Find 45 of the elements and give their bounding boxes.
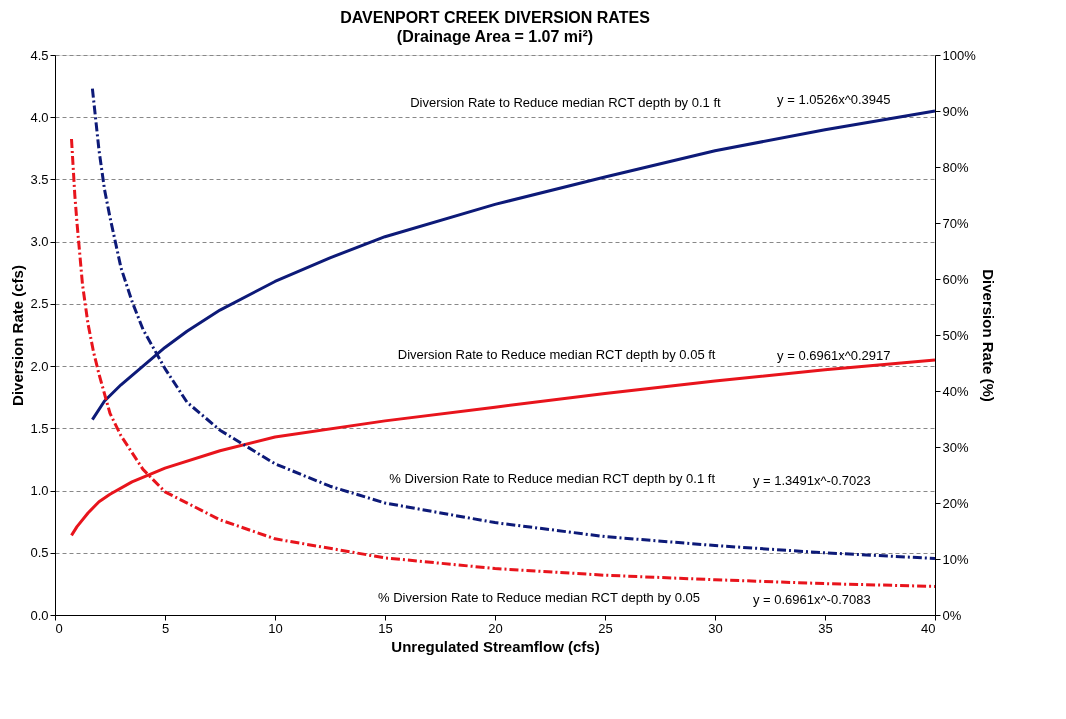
y2-tick-label: 70% bbox=[942, 215, 969, 231]
y2-tick-label: 60% bbox=[942, 271, 969, 287]
y2-tick-label: 90% bbox=[942, 103, 969, 119]
y-axis-title: Diversion Rate (cfs) bbox=[9, 265, 27, 406]
annotation: % Diversion Rate to Reduce median RCT depth by 0.1 ft bbox=[389, 470, 716, 486]
y2-tick-label: 40% bbox=[942, 383, 969, 399]
y-tick-label: 2.5 bbox=[30, 296, 49, 312]
x-tick-label: 40 bbox=[921, 620, 936, 636]
y-tick-label: 3.5 bbox=[30, 171, 49, 187]
chart-subtitle: (Drainage Area = 1.07 mi²) bbox=[396, 28, 594, 45]
x-tick-label: 20 bbox=[488, 620, 503, 636]
y-tick-label: 4.0 bbox=[30, 109, 49, 125]
y-tick-label: 0.0 bbox=[30, 607, 49, 623]
x-tick-label: 10 bbox=[268, 620, 283, 636]
y-tick-label: 0.5 bbox=[30, 545, 49, 561]
x-tick-label: 30 bbox=[708, 620, 723, 636]
y-tick-label: 4.5 bbox=[30, 47, 49, 63]
x-axis-title: Unregulated Streamflow (cfs) bbox=[391, 637, 600, 655]
y2-tick-label: 50% bbox=[942, 327, 969, 343]
line-series bbox=[90, 87, 937, 560]
x-tick-label: 0 bbox=[55, 620, 63, 636]
y-tick-label: 1.0 bbox=[30, 483, 49, 499]
annotation: y = 1.3491x^-0.7023 bbox=[752, 472, 871, 488]
y2-tick-label: 0% bbox=[942, 607, 962, 623]
y2-tick-label: 20% bbox=[942, 495, 969, 511]
annotation: % Diversion Rate to Reduce median RCT depth by 0.05 bbox=[377, 590, 701, 606]
annotation: y = 1.0526x^0.3945 bbox=[777, 91, 891, 107]
x-tick-label: 15 bbox=[378, 620, 393, 636]
line-series bbox=[70, 137, 937, 588]
x-tick-label: 5 bbox=[161, 620, 170, 636]
y2-tick-label: 100% bbox=[942, 47, 977, 63]
annotation: y = 0.6961x^-0.7083 bbox=[752, 592, 871, 608]
annotation: Diversion Rate to Reduce median RCT depth by 0.1 ft bbox=[410, 94, 722, 110]
y-tick-label: 2.0 bbox=[30, 358, 49, 374]
y-tick-label: 1.5 bbox=[30, 420, 49, 436]
y2-tick-label: 10% bbox=[942, 551, 969, 567]
x-tick-label: 25 bbox=[598, 620, 613, 636]
y2-axis-title: Diversion Rate (%) bbox=[979, 269, 997, 402]
annotation: Diversion Rate to Reduce median RCT depth by 0.05 ft bbox=[397, 346, 716, 362]
y2-tick-label: 30% bbox=[942, 439, 969, 455]
y-tick-label: 3.0 bbox=[30, 234, 49, 250]
annotation: y = 0.6961x^0.2917 bbox=[777, 347, 891, 363]
chart-title: DAVENPORT CREEK DIVERSION RATES bbox=[340, 9, 651, 26]
y2-tick-label: 80% bbox=[942, 159, 969, 175]
x-tick-label: 35 bbox=[818, 620, 833, 636]
